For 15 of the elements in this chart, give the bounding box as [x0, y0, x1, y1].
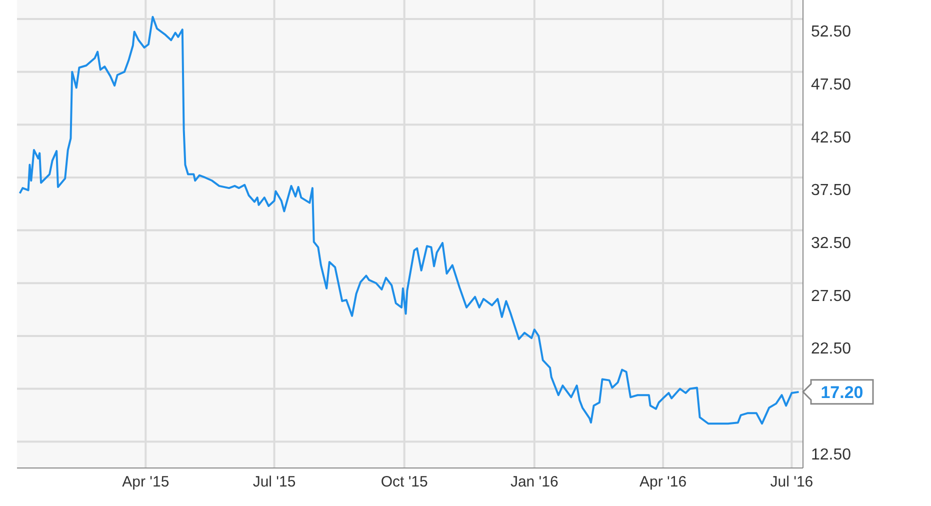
y-tick-label: 42.50 [811, 129, 852, 146]
y-tick-label: 37.50 [811, 182, 852, 200]
x-tick-label: Jul '16 [770, 474, 814, 491]
y-tick-label: 12.50 [811, 446, 852, 464]
x-tick-label: Apr '15 [122, 474, 170, 491]
x-tick-label: Oct '15 [380, 474, 428, 491]
annotation: 17.20 [820, 382, 864, 402]
y-tick-label: 52.50 [811, 24, 852, 41]
y-tick-label: 32.50 [811, 234, 852, 252]
x-tick-label: Apr '16 [640, 474, 687, 491]
y-tick-label: 22.50 [811, 340, 852, 358]
x-tick-label: Jan '16 [510, 474, 558, 491]
y-tick-label: 27.50 [811, 288, 852, 305]
x-tick-label: Jul '15 [252, 474, 296, 491]
y-tick-label: 47.50 [811, 76, 852, 94]
